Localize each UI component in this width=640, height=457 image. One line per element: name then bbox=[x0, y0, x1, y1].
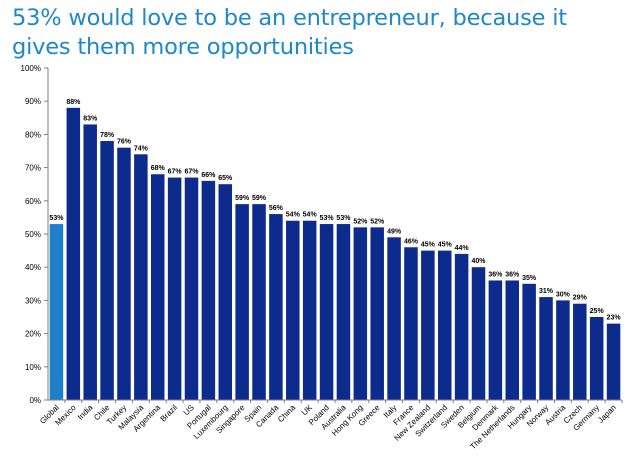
bar-denmark bbox=[488, 280, 503, 400]
data-label: 45% bbox=[421, 242, 436, 249]
data-label: 40% bbox=[471, 258, 486, 265]
bar-singapore bbox=[235, 204, 249, 400]
bar-china bbox=[286, 220, 300, 400]
x-axis: GlobalMexicoIndiaChileTurkeyMalaysiaArge… bbox=[38, 399, 623, 451]
data-label: 53% bbox=[336, 215, 351, 222]
data-label: 59% bbox=[235, 195, 250, 202]
x-tick-label: India bbox=[76, 403, 95, 422]
bar-uk bbox=[302, 220, 317, 400]
bar-canada bbox=[269, 214, 283, 400]
bar-switzerland bbox=[437, 250, 452, 400]
bar-france bbox=[404, 247, 418, 400]
data-label: 67% bbox=[168, 169, 183, 176]
bar-germany bbox=[589, 317, 604, 400]
x-tick-label: China bbox=[276, 403, 298, 425]
bar-hong-kong bbox=[353, 227, 368, 400]
bar-belgium bbox=[471, 267, 486, 400]
bar-india bbox=[83, 124, 97, 400]
bar-us bbox=[184, 177, 199, 400]
y-tick-label: 70% bbox=[25, 164, 41, 173]
bar-sweden bbox=[454, 253, 469, 400]
data-label: 25% bbox=[590, 308, 605, 315]
data-label: 46% bbox=[404, 238, 419, 245]
data-label: 45% bbox=[438, 242, 453, 249]
y-tick-label: 20% bbox=[25, 330, 41, 339]
bar-greece bbox=[370, 227, 384, 400]
data-label: 36% bbox=[505, 271, 520, 278]
bar-chile bbox=[100, 141, 114, 401]
data-label: 36% bbox=[488, 271, 503, 278]
data-label: 88% bbox=[66, 99, 81, 106]
bar-czech bbox=[573, 303, 587, 400]
data-label: 65% bbox=[218, 175, 233, 182]
data-label: 74% bbox=[134, 145, 149, 152]
y-tick-label: 50% bbox=[25, 230, 41, 239]
bar-australia bbox=[336, 224, 351, 400]
bar-spain bbox=[252, 204, 266, 400]
data-label: 54% bbox=[303, 212, 318, 219]
y-tick-label: 40% bbox=[25, 263, 41, 272]
bar-mexico bbox=[66, 107, 81, 400]
x-tick-label: Brazil bbox=[159, 403, 180, 424]
data-label: 52% bbox=[353, 218, 368, 225]
bar-austria bbox=[556, 300, 570, 400]
data-label: 53% bbox=[49, 215, 64, 222]
bar-luxembourg bbox=[218, 184, 233, 400]
data-label: 29% bbox=[573, 295, 588, 302]
data-label: 68% bbox=[151, 165, 166, 172]
bar-brazil bbox=[167, 177, 182, 400]
bar-hungary bbox=[522, 283, 536, 400]
bar-the-netherlands bbox=[505, 280, 520, 400]
data-label: 52% bbox=[370, 218, 385, 225]
bar-poland bbox=[319, 224, 334, 400]
page-title: 53% would love to be an entrepreneur, be… bbox=[12, 5, 567, 60]
data-label: 23% bbox=[607, 315, 622, 322]
x-tick-label: Japan bbox=[596, 403, 618, 425]
bar-global bbox=[49, 224, 64, 400]
data-label: 49% bbox=[387, 228, 402, 235]
data-label: 76% bbox=[117, 139, 132, 146]
data-label: 30% bbox=[556, 291, 571, 298]
y-tick-label: 80% bbox=[25, 130, 41, 139]
y-tick-label: 30% bbox=[25, 296, 41, 305]
data-label: 66% bbox=[201, 172, 216, 179]
bars: 53%88%83%78%76%74%68% 67% 67% 66% 65%59% 59%5… bbox=[49, 99, 622, 401]
data-label: 56% bbox=[269, 205, 284, 212]
bar-italy bbox=[387, 237, 401, 400]
bar-new-zealand bbox=[421, 250, 435, 400]
y-tick-label: 90% bbox=[25, 97, 41, 106]
data-label: 59% bbox=[252, 195, 267, 202]
y-tick-label: 100% bbox=[21, 64, 41, 73]
data-label: 53% bbox=[320, 215, 335, 222]
data-label: 54% bbox=[286, 212, 301, 219]
bar-argentina bbox=[150, 174, 165, 400]
data-label: 78% bbox=[100, 132, 115, 139]
bar-portugal bbox=[201, 180, 216, 400]
y-tick-label: 0% bbox=[29, 396, 41, 405]
data-label: 35% bbox=[522, 275, 537, 282]
bar-malaysia bbox=[134, 154, 148, 400]
y-tick-label: 60% bbox=[25, 197, 41, 206]
bar-japan bbox=[606, 323, 621, 400]
data-label: 31% bbox=[539, 288, 554, 295]
bar-norway bbox=[539, 297, 553, 400]
bar-turkey bbox=[117, 147, 131, 400]
data-label: 44% bbox=[455, 245, 470, 252]
data-label: 83% bbox=[83, 115, 98, 122]
y-tick-label: 10% bbox=[25, 363, 41, 372]
y-axis: 0% 10% 20% 30% 40% 50% 60% 70% 80% 90% 100% bbox=[21, 64, 49, 405]
data-label: 67% bbox=[184, 169, 199, 176]
